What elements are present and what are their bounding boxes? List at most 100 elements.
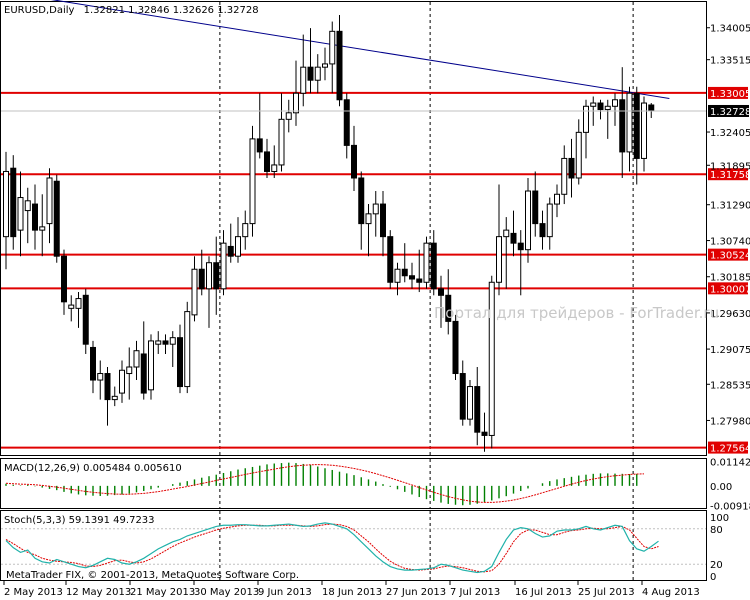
time-tick-label: 9 Jun 2013 <box>258 587 312 598</box>
candle <box>416 249 423 293</box>
candle-bear-body <box>416 278 423 283</box>
level-label: 1.31758 <box>710 170 750 181</box>
candle-bull-body <box>546 203 553 238</box>
price-tick-label: 1.32405 <box>710 128 750 139</box>
candle-bear-body <box>474 386 481 433</box>
macd-panel-frame <box>0 458 707 509</box>
candle-bull-body <box>604 105 611 111</box>
candle-bear-body <box>648 104 655 112</box>
candle-bull-body <box>133 350 140 368</box>
candle-bull-body <box>191 268 198 316</box>
candle-bull-body <box>583 105 589 133</box>
candle <box>111 386 118 407</box>
stoch-main-line <box>5 522 659 574</box>
candle-bull-body <box>488 281 495 436</box>
price-tick-label: 1.30740 <box>710 237 750 248</box>
candle <box>256 93 263 159</box>
candle-bear-body <box>430 242 437 290</box>
candle <box>619 67 626 178</box>
candle-bull-body <box>300 66 307 94</box>
candle-bear-body <box>140 353 147 394</box>
level-label: 1.27564 <box>710 444 750 455</box>
price-tick-label: 1.28535 <box>710 380 750 391</box>
candle <box>293 60 299 126</box>
candle <box>575 119 582 185</box>
candle <box>546 197 553 250</box>
candle <box>162 334 169 354</box>
price-tick-label: 1.33515 <box>710 56 750 67</box>
candle <box>351 125 357 192</box>
time-tick-label: 25 Jul 2013 <box>578 587 635 598</box>
candle <box>510 210 517 257</box>
candle <box>612 93 618 126</box>
candle <box>445 269 452 335</box>
candle <box>503 217 510 289</box>
candle-bull-body <box>242 223 249 238</box>
candle <box>140 321 147 400</box>
current-price-box <box>708 104 749 117</box>
candle <box>459 360 466 426</box>
price-panel-frame <box>0 1 707 456</box>
candle-bear-body <box>517 242 524 251</box>
candle <box>155 331 162 354</box>
candle <box>235 217 241 263</box>
candle <box>148 334 154 400</box>
symbol-title: EURUSD,Daily 1.32821 1.32846 1.32626 1.3… <box>4 5 259 16</box>
candle <box>97 360 104 400</box>
symbol-timeframe: EURUSD,Daily <box>4 5 75 16</box>
candle <box>583 99 589 159</box>
level-tag <box>708 168 748 181</box>
candle-bull-body <box>39 226 46 231</box>
price-tick-label: 1.27980 <box>710 416 750 427</box>
horizontal-levels[interactable] <box>1 91 706 449</box>
candle-bear-body <box>256 138 263 153</box>
candle-bull-body <box>423 242 430 283</box>
candle <box>467 380 473 426</box>
level-label: 1.30007 <box>710 284 750 295</box>
macd-tick-label: 0.00 <box>710 482 732 493</box>
candle-bear-body <box>438 288 444 296</box>
candle <box>568 138 575 198</box>
candle <box>423 236 430 289</box>
time-tick-label: 2 May 2013 <box>4 587 63 598</box>
level-tag <box>708 282 748 295</box>
candle <box>82 288 89 354</box>
candle-bull-body <box>17 197 24 231</box>
candle <box>387 230 394 289</box>
candle-bull-body <box>155 340 162 345</box>
candle <box>394 262 401 296</box>
candle <box>126 347 133 400</box>
candle <box>481 412 488 452</box>
candle <box>213 236 220 315</box>
candle-bull-body <box>503 229 510 238</box>
candle-bull-body <box>372 203 379 215</box>
trendline[interactable] <box>0 0 670 99</box>
candle-bear-body <box>61 255 67 303</box>
candle <box>198 249 205 296</box>
candle <box>61 249 67 315</box>
level-tag <box>708 441 748 454</box>
macd-title: MACD(12,26,9) 0.005484 0.005610 <box>4 463 182 474</box>
stoch-tick-label: 0 <box>710 572 716 583</box>
candle <box>104 367 111 426</box>
candle <box>271 145 278 178</box>
candle-bull-body <box>554 193 560 205</box>
candle <box>39 194 46 257</box>
candle <box>539 210 546 250</box>
candle-bear-body <box>459 373 466 420</box>
candle <box>604 99 611 139</box>
candle-bull-body <box>612 99 618 107</box>
candle-bear-body <box>597 102 604 111</box>
time-tick-label: 7 Jul 2013 <box>450 587 500 598</box>
candle-bull-body <box>626 92 633 153</box>
trendline-line[interactable] <box>0 0 670 99</box>
candle-bear-body <box>162 340 169 345</box>
price-tick-label: 1.30185 <box>710 273 750 284</box>
candle-bear-body <box>409 275 415 280</box>
candle-bull-body <box>641 102 647 159</box>
stoch-tick-label: 80 <box>710 525 723 536</box>
candle-bear-body <box>227 245 234 257</box>
candle-bull-body <box>119 369 125 394</box>
